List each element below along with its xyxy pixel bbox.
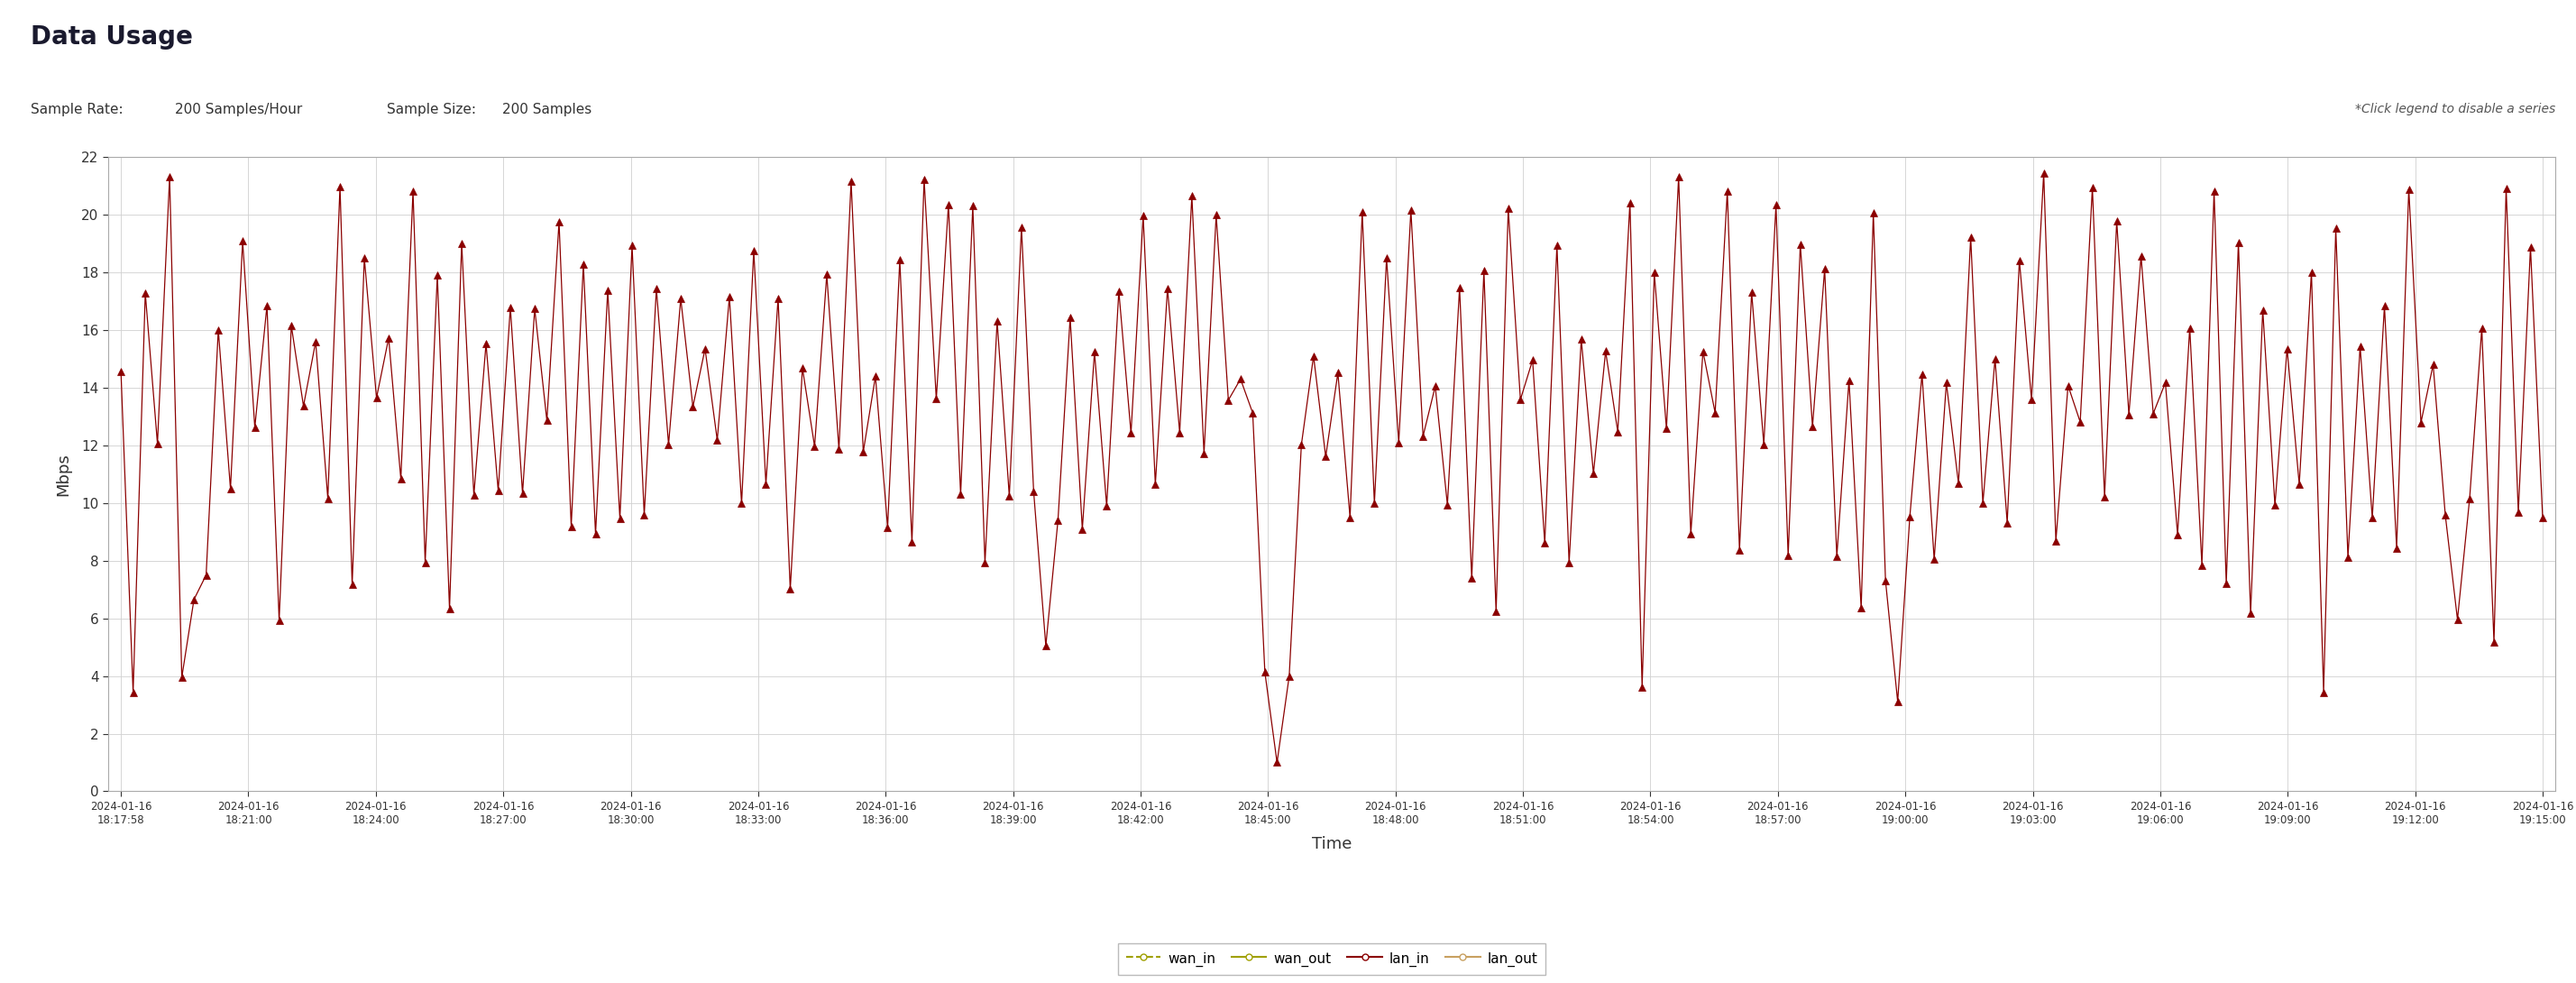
Text: Sample Rate:: Sample Rate: — [31, 103, 124, 117]
Y-axis label: Mbps: Mbps — [54, 453, 72, 495]
Text: 200 Samples/Hour: 200 Samples/Hour — [175, 103, 301, 117]
Text: Sample Size:: Sample Size: — [386, 103, 477, 117]
X-axis label: Time: Time — [1311, 836, 1352, 852]
Text: Data Usage: Data Usage — [31, 25, 193, 50]
Text: 200 Samples: 200 Samples — [502, 103, 592, 117]
Text: *Click legend to disable a series: *Click legend to disable a series — [2354, 103, 2555, 116]
Legend: wan_in, wan_out, lan_in, lan_out: wan_in, wan_out, lan_in, lan_out — [1118, 944, 1546, 974]
